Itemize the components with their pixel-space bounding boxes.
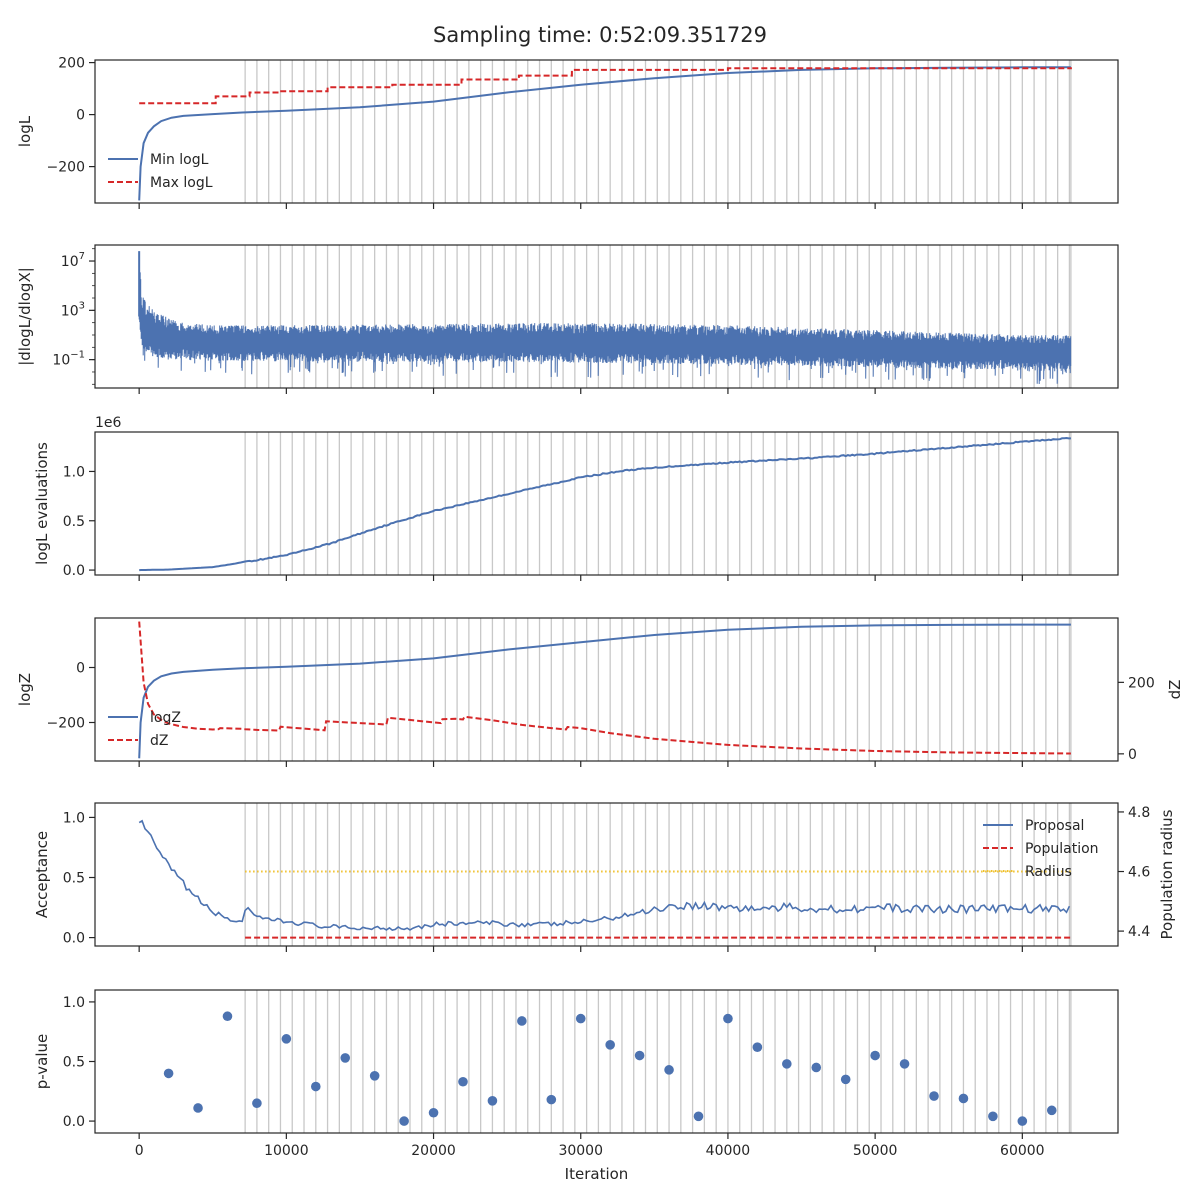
- x-tick-label: 0: [135, 1143, 144, 1159]
- axes-frame: [94, 989, 1119, 1134]
- y-tick-label: 103: [61, 300, 85, 319]
- x-tick-label: 20000: [411, 1143, 456, 1159]
- pvalue-point: [487, 1096, 498, 1106]
- y-axis-label: logL: [16, 115, 34, 147]
- pvalue-point: [163, 1068, 174, 1079]
- pvalue-point: [193, 1103, 203, 1113]
- legend-label: Max logL: [150, 175, 213, 191]
- pvalue-point: [752, 1042, 763, 1052]
- pvalue-point: [458, 1076, 468, 1087]
- pvalue-point: [664, 1065, 674, 1075]
- x-tick-label: 40000: [706, 1143, 751, 1159]
- pvalue-point: [899, 1059, 910, 1069]
- y-tick-label: 0.5: [63, 514, 85, 530]
- x-tick-label: 50000: [853, 1143, 898, 1159]
- pvalue-point: [605, 1040, 615, 1050]
- pvalue-point: [870, 1050, 880, 1061]
- y-offset-label: 1e6: [95, 415, 122, 431]
- panel-acceptance: 1.0 0.5 0.0 4.8 4.6 4.4 Acceptance Population r…: [33, 802, 1176, 952]
- y-axis-label: logZ: [16, 673, 34, 706]
- y-axis-label: dZ: [1166, 680, 1184, 700]
- pvalue-point: [840, 1074, 851, 1085]
- series-dz: [138, 621, 1071, 755]
- series-max-logl: [139, 67, 1072, 105]
- pvalue-point: [782, 1059, 792, 1069]
- pvalue-point: [575, 1013, 586, 1024]
- y-tick-label: 0: [76, 661, 85, 677]
- y-tick-label: −200: [47, 160, 85, 176]
- y-tick-label-right: 4.4: [1128, 924, 1150, 940]
- series-proposal: [138, 819, 1071, 931]
- y-tick-label: 0.0: [63, 563, 85, 579]
- pvalue-point: [929, 1091, 939, 1101]
- y-axis-label: Population radius: [1158, 809, 1176, 939]
- pvalue-point: [1017, 1116, 1028, 1126]
- pvalue-point: [399, 1116, 409, 1126]
- y-tick-label: 0.5: [63, 871, 85, 887]
- axes-frame: [94, 244, 1119, 389]
- pvalue-point: [811, 1062, 822, 1073]
- y-tick-label-right: 200: [1128, 675, 1155, 691]
- legend-label: logZ: [150, 710, 181, 726]
- pvalue-point: [693, 1111, 704, 1122]
- axes-frame: [94, 431, 1119, 576]
- pvalue-point: [281, 1034, 292, 1044]
- y-axis-label: Acceptance: [33, 831, 51, 918]
- axes-frame: [94, 617, 1119, 762]
- series-logz: [138, 623, 1071, 759]
- panel-dlogL: 107 103 10−1 |dlogL/dlogX|: [16, 244, 1119, 394]
- legend-label: Radius: [1025, 864, 1072, 880]
- y-axis-label: logL evaluations: [33, 442, 51, 565]
- pvalue-point: [428, 1107, 439, 1118]
- pvalue-point: [252, 1098, 262, 1109]
- x-tick-label: 30000: [558, 1143, 603, 1159]
- pvalue-point: [634, 1050, 645, 1061]
- y-axis-label: p-value: [33, 1034, 51, 1090]
- axes-frame: [94, 59, 1119, 204]
- y-tick-label: 0: [76, 108, 85, 124]
- axes-frame: [94, 802, 1119, 947]
- pvalue-point: [1046, 1105, 1057, 1116]
- panel-logL: 200 0 −200 logL Min logL Max logL: [16, 56, 1119, 209]
- panels: 200 0 −200 logL Min logL Max logL 107 103 10−1 |d…: [16, 56, 1184, 1183]
- legend-label: Min logL: [150, 152, 209, 168]
- y-tick-label: 0.0: [63, 1114, 85, 1130]
- pvalue-point: [723, 1013, 733, 1024]
- x-tick-label: 10000: [264, 1143, 309, 1159]
- pvalue-point: [958, 1093, 969, 1104]
- series-dlogL-trace: [138, 272, 1072, 385]
- figure-title: Sampling time: 0:52:09.351729: [433, 23, 767, 47]
- panel-pvalue: 1.0 0.5 0.0 p-value 0 10000 20000 30000 40000 500…: [33, 989, 1119, 1183]
- y-tick-label: 0.0: [63, 931, 85, 947]
- pvalue-point: [517, 1016, 527, 1026]
- y-tick-label: 200: [58, 56, 85, 72]
- y-tick-label: 1.0: [63, 995, 85, 1011]
- legend-label: dZ: [150, 733, 168, 749]
- pvalue-point: [546, 1094, 557, 1105]
- y-tick-label: 10−1: [52, 350, 85, 369]
- pvalue-point: [988, 1111, 998, 1122]
- y-tick-label: 1.0: [63, 464, 85, 480]
- y-tick-label: 0.5: [63, 1055, 85, 1071]
- pvalue-point: [340, 1053, 351, 1063]
- y-tick-label-right: 0: [1128, 747, 1137, 763]
- legend-label: Population: [1025, 841, 1099, 857]
- series-logL-evaluations: [139, 436, 1071, 572]
- panel-logZ: 0 −200 200 0 logZ dZ logZ dZ: [16, 617, 1184, 767]
- y-tick-label-right: 4.8: [1128, 805, 1150, 821]
- x-axis-label: Iteration: [565, 1165, 629, 1183]
- legend-label: Proposal: [1025, 818, 1084, 834]
- pvalue-point: [222, 1011, 233, 1022]
- y-tick-label: 107: [61, 251, 85, 270]
- pvalue-point: [369, 1071, 380, 1081]
- pvalue-point: [310, 1081, 321, 1092]
- y-tick-label: 1.0: [63, 810, 85, 826]
- y-axis-label: |dlogL/dlogX|: [16, 267, 34, 366]
- y-tick-label-right: 4.6: [1128, 865, 1150, 881]
- x-tick-label: 60000: [1000, 1143, 1045, 1159]
- y-tick-label: −200: [47, 716, 85, 732]
- panel-evaluations: 1.0 0.5 0.0 1e6 logL evaluations: [33, 415, 1119, 581]
